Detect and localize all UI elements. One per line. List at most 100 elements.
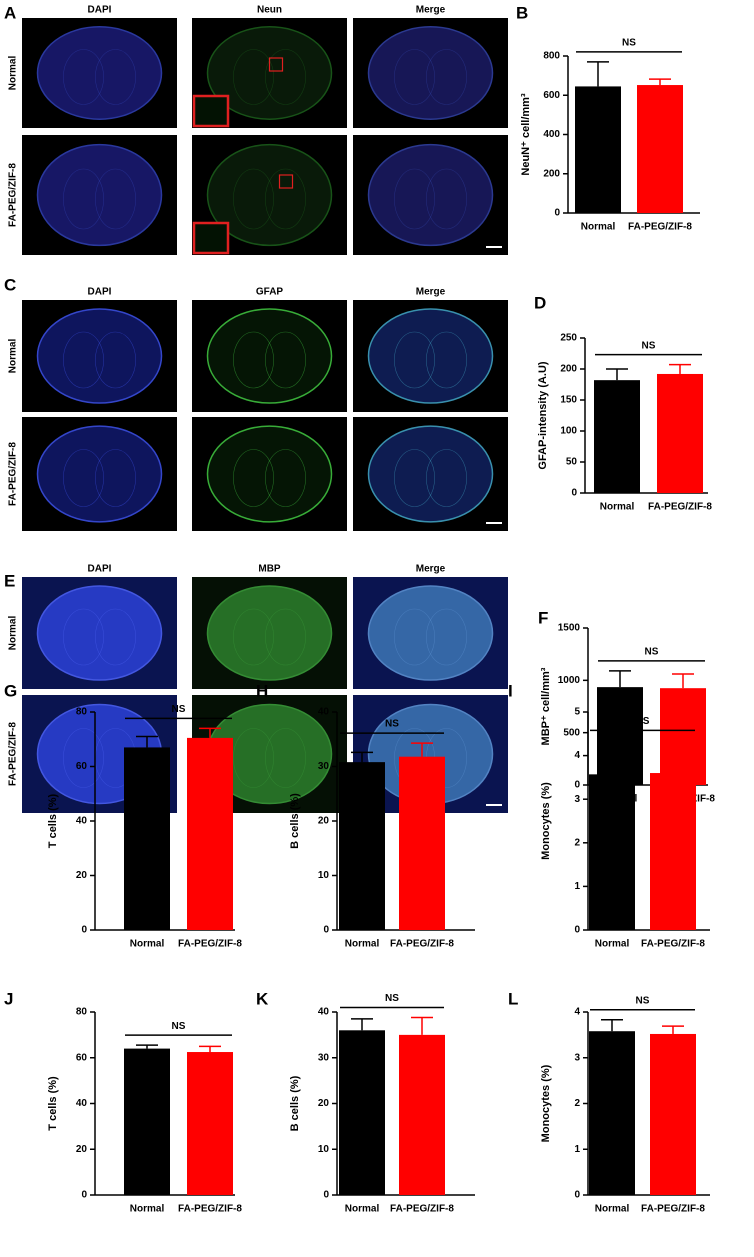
panel-label: K xyxy=(256,989,269,1008)
bar xyxy=(399,756,445,930)
column-label: MBP xyxy=(258,564,281,575)
zoom-inset xyxy=(192,94,230,128)
x-tick-label: FA-PEG/ZIF-8 xyxy=(390,1204,454,1215)
gray-matter xyxy=(426,168,467,230)
tissue-section xyxy=(367,425,494,523)
y-tick-label: 30 xyxy=(318,1052,330,1063)
gray-matter xyxy=(63,728,104,788)
bar xyxy=(589,1031,635,1195)
tissue-section xyxy=(206,308,333,404)
y-axis-label: Monocytes (%) xyxy=(540,1064,552,1142)
y-tick-label: 150 xyxy=(560,395,577,406)
y-tick-label: 500 xyxy=(563,727,580,738)
zoom-box xyxy=(268,57,284,72)
bar xyxy=(650,1033,696,1195)
gray-matter xyxy=(95,168,136,230)
y-axis-label: B cells (%) xyxy=(289,793,301,849)
y-axis-label: GFAP-intensity (A.U) xyxy=(537,361,549,470)
column-label: Merge xyxy=(416,287,446,298)
column-label: Merge xyxy=(416,5,446,16)
panel-label: G xyxy=(4,681,17,700)
gray-matter xyxy=(63,168,104,230)
x-tick-label: FA-PEG/ZIF-8 xyxy=(641,1204,705,1215)
y-tick-label: 1 xyxy=(574,881,580,892)
gray-matter xyxy=(394,608,435,666)
y-axis-label: T cells (%) xyxy=(47,793,59,848)
y-tick-label: 1500 xyxy=(558,623,581,634)
column-label: DAPI xyxy=(88,564,112,575)
significance-label: NS xyxy=(172,1021,186,1032)
tissue-section xyxy=(36,585,163,681)
x-tick-label: FA-PEG/ZIF-8 xyxy=(641,939,705,950)
y-tick-label: 4 xyxy=(574,1007,580,1018)
column-label: Merge xyxy=(416,564,446,575)
y-tick-label: 3 xyxy=(574,794,580,805)
x-tick-label: FA-PEG/ZIF-8 xyxy=(178,1204,242,1215)
bar xyxy=(575,86,621,213)
panel-label: B xyxy=(516,3,528,22)
tissue-section xyxy=(206,143,333,247)
y-tick-label: 200 xyxy=(560,364,577,375)
gray-matter xyxy=(233,449,274,507)
significance-label: NS xyxy=(172,704,186,715)
x-tick-label: FA-PEG/ZIF-8 xyxy=(178,939,242,950)
y-tick-label: 800 xyxy=(543,51,560,62)
gray-matter xyxy=(95,608,136,666)
row-label: Normal xyxy=(8,616,19,651)
bar xyxy=(660,688,706,785)
panel-label: C xyxy=(4,275,16,294)
x-tick-label: Normal xyxy=(595,939,630,950)
gray-matter xyxy=(233,49,274,105)
bar xyxy=(187,737,233,930)
y-tick-label: 4 xyxy=(574,750,580,761)
y-tick-label: 20 xyxy=(318,1098,330,1109)
y-tick-label: 40 xyxy=(76,1098,88,1109)
gray-matter xyxy=(265,168,306,230)
tissue-section xyxy=(367,585,494,681)
y-tick-label: 20 xyxy=(76,870,88,881)
gray-matter xyxy=(265,49,306,105)
y-tick-label: 60 xyxy=(76,761,88,772)
significance-label: NS xyxy=(636,995,650,1006)
x-tick-label: Normal xyxy=(345,939,380,950)
significance-label: NS xyxy=(636,716,650,727)
tissue-section xyxy=(367,143,494,247)
gray-matter xyxy=(233,331,274,389)
y-tick-label: 600 xyxy=(543,90,560,101)
zoom-box xyxy=(278,174,294,189)
y-tick-label: 0 xyxy=(81,925,87,936)
y-tick-label: 250 xyxy=(560,333,577,344)
y-tick-label: 20 xyxy=(318,816,330,827)
tissue-section xyxy=(367,308,494,404)
tissue-section xyxy=(36,308,163,404)
significance-label: NS xyxy=(385,993,399,1004)
column-label: Neun xyxy=(257,5,282,16)
y-tick-label: 40 xyxy=(318,1007,330,1018)
y-tick-label: 10 xyxy=(318,870,330,881)
panel-label: D xyxy=(534,293,546,312)
y-tick-label: 10 xyxy=(318,1144,330,1155)
tissue-section xyxy=(206,585,333,681)
bar xyxy=(650,773,696,930)
column-label: GFAP xyxy=(256,287,284,298)
gray-matter xyxy=(265,728,306,788)
y-tick-label: 0 xyxy=(554,208,560,219)
gray-matter xyxy=(394,449,435,507)
gray-matter xyxy=(265,449,306,507)
y-tick-label: 5 xyxy=(574,707,580,718)
bar xyxy=(657,373,703,493)
x-tick-label: Normal xyxy=(345,1204,380,1215)
tissue-section xyxy=(36,26,163,120)
gray-matter xyxy=(233,168,274,230)
gray-matter xyxy=(233,728,274,788)
bar xyxy=(594,380,640,493)
tissue-section xyxy=(367,26,494,120)
panel-label: I xyxy=(508,681,513,700)
gray-matter xyxy=(394,49,435,105)
panel-label: H xyxy=(256,681,268,700)
panel-label: A xyxy=(4,3,16,22)
gray-matter xyxy=(426,49,467,105)
gray-matter xyxy=(394,168,435,230)
x-tick-label: Normal xyxy=(581,222,616,233)
significance-label: NS xyxy=(622,38,636,49)
